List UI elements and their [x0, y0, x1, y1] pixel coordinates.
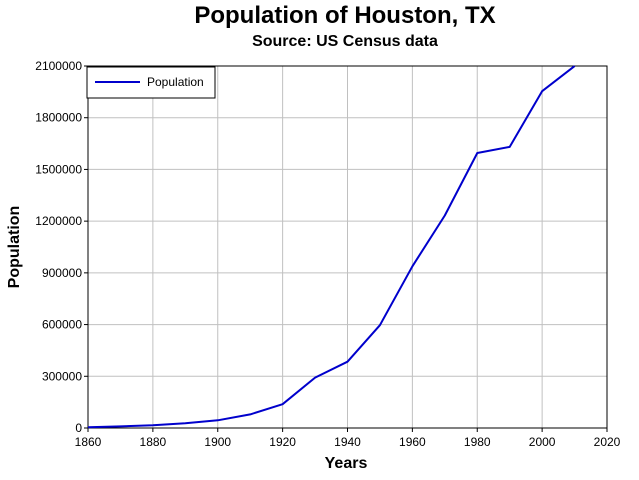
x-tick-label: 1860 — [75, 435, 102, 449]
x-tick-label: 1900 — [204, 435, 231, 449]
x-tick-label: 1880 — [140, 435, 167, 449]
x-axis-label: Years — [325, 455, 368, 472]
y-tick-label: 2100000 — [35, 59, 82, 73]
y-tick-label: 300000 — [42, 369, 82, 383]
y-tick-label: 1500000 — [35, 162, 82, 176]
y-tick-label: 1200000 — [35, 214, 82, 228]
x-tick-label: 2000 — [529, 435, 556, 449]
y-tick-label: 0 — [75, 421, 82, 435]
x-axis: 1860 1880 1900 1920 1940 1960 1980 2000 2020 — [75, 428, 621, 449]
x-tick-label: 1960 — [399, 435, 426, 449]
legend-label: Population — [147, 75, 204, 89]
series-line-population — [87, 65, 576, 429]
y-tick-label: 900000 — [42, 266, 82, 280]
x-tick-label: 1980 — [464, 435, 491, 449]
x-tick-label: 1940 — [334, 435, 361, 449]
x-tick-label: 1920 — [269, 435, 296, 449]
legend: Population — [86, 66, 216, 99]
series-layer — [87, 65, 576, 429]
y-axis: 0 300000 600000 900000 1200000 1500000 1800000… — [35, 59, 88, 435]
y-tick-label: 1800000 — [35, 111, 82, 125]
chart-title: Population of Houston, TX — [194, 2, 496, 29]
x-tick-label: 2020 — [594, 435, 621, 449]
grid-lines — [87, 65, 608, 429]
y-axis-label: Population — [6, 206, 23, 289]
chart-subtitle: Source: US Census data — [252, 33, 438, 50]
y-tick-label: 600000 — [42, 318, 82, 332]
